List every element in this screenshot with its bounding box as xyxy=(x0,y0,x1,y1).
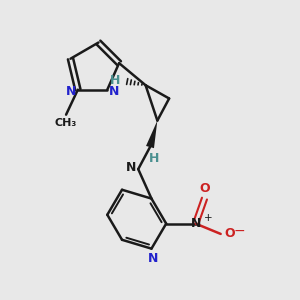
Text: N: N xyxy=(66,85,76,98)
Text: H: H xyxy=(148,152,159,165)
Text: H: H xyxy=(110,74,120,87)
Polygon shape xyxy=(146,121,158,148)
Text: N: N xyxy=(125,161,136,174)
Text: N: N xyxy=(148,252,158,265)
Text: N: N xyxy=(109,85,119,98)
Text: CH₃: CH₃ xyxy=(55,118,77,128)
Text: +: + xyxy=(204,213,212,223)
Text: N: N xyxy=(190,217,201,230)
Text: −: − xyxy=(233,224,245,237)
Text: O: O xyxy=(199,182,210,195)
Text: O: O xyxy=(224,227,235,240)
